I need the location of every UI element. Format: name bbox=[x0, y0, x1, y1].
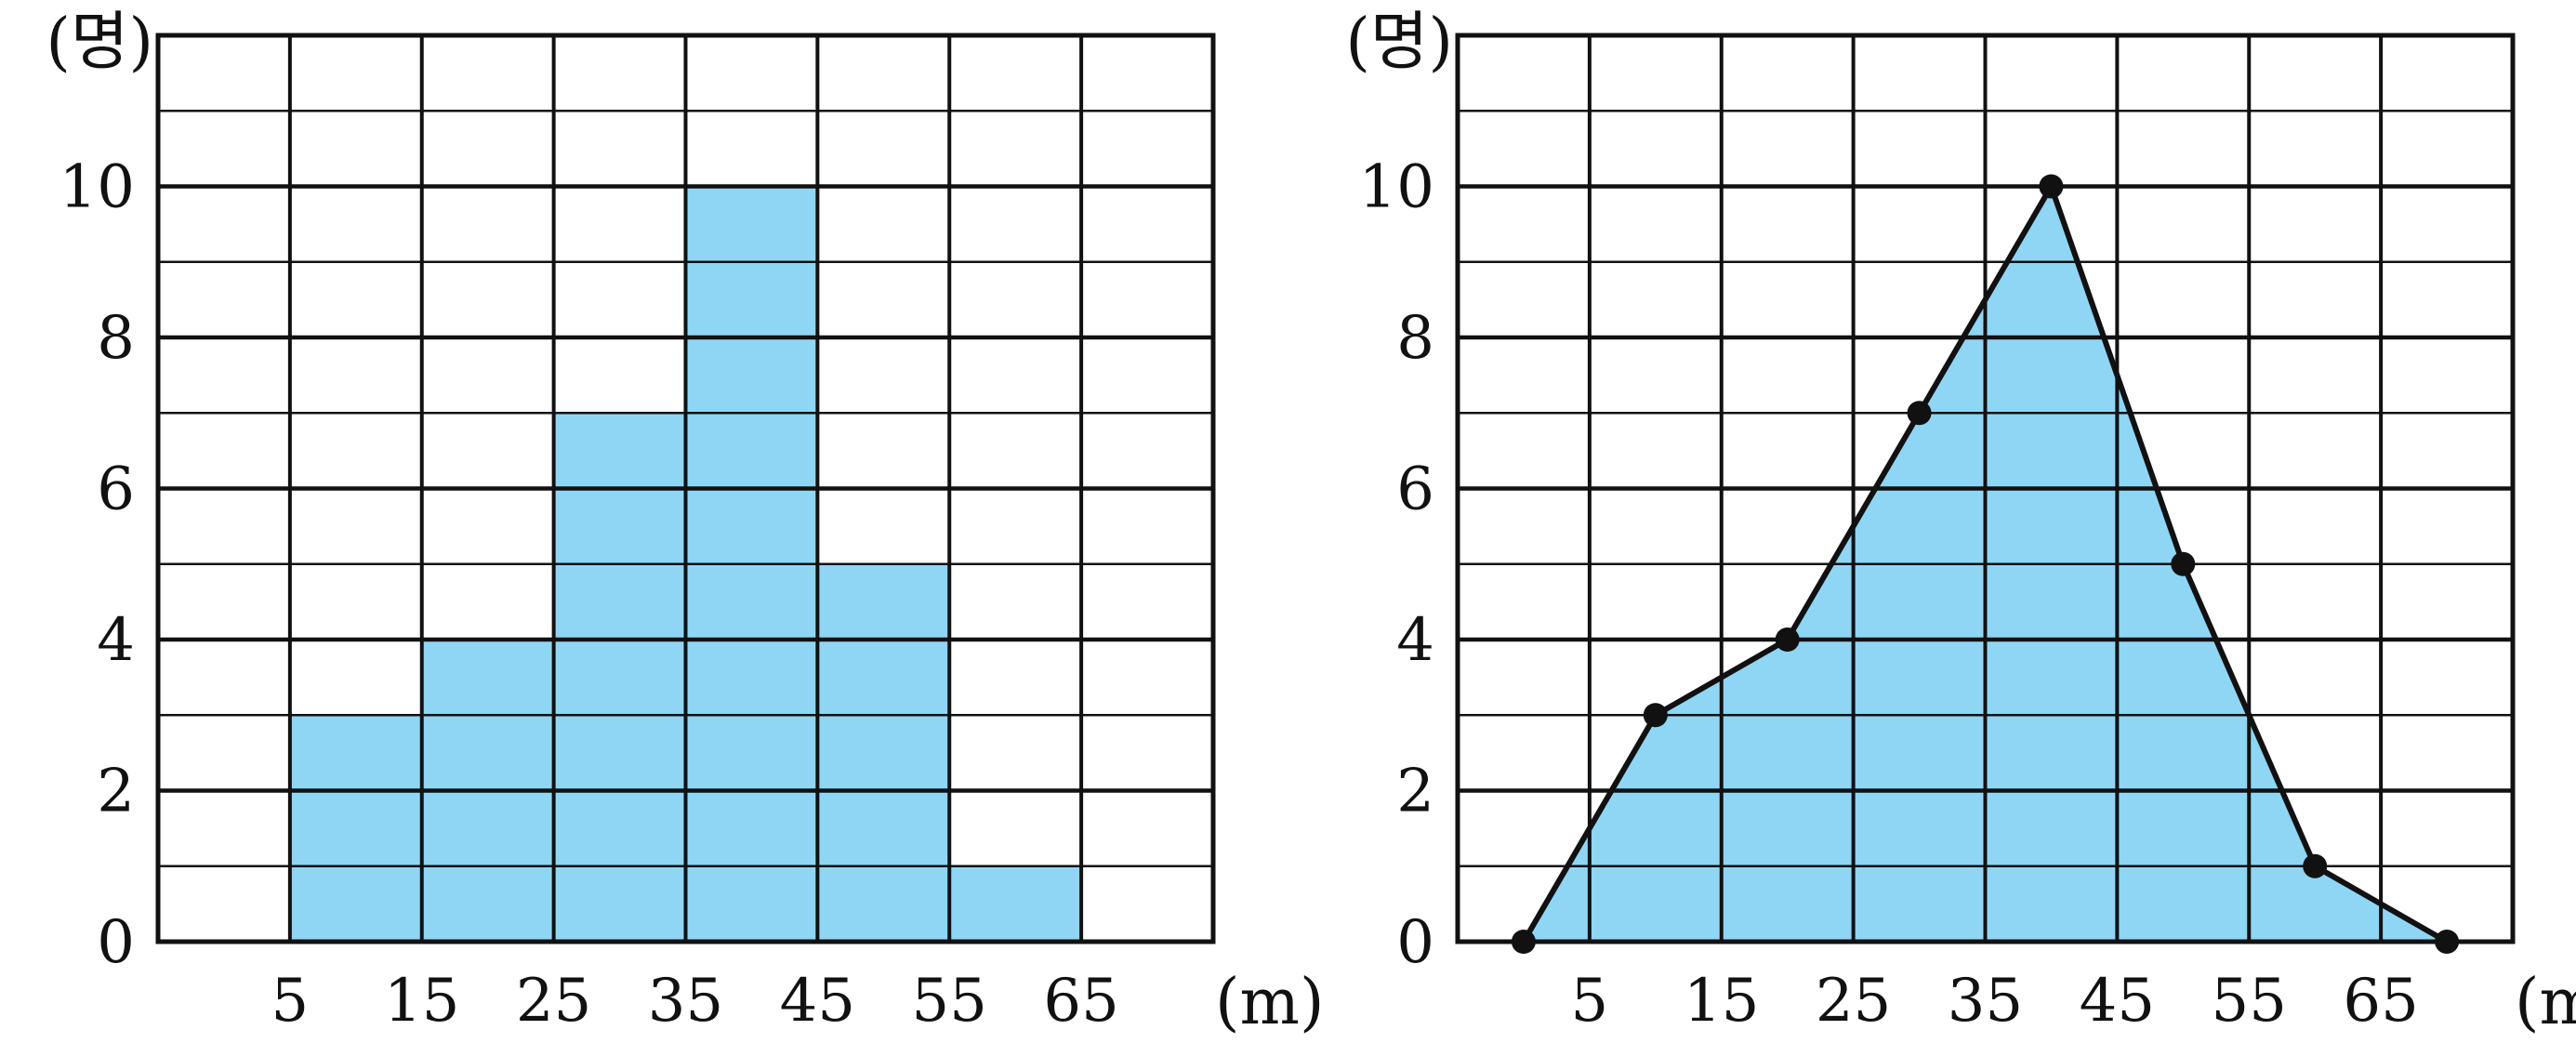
data-point bbox=[2039, 174, 2064, 199]
x-tick-label: 65 bbox=[2343, 967, 2418, 1036]
x-tick-label: 25 bbox=[516, 967, 591, 1036]
y-tick-label: 10 bbox=[1359, 153, 1434, 222]
histogram-bar bbox=[817, 563, 950, 942]
frequency-polygon-chart: 0 2 4 6 8 10 5 15 25 35 45 55 65 (명) (m) bbox=[1345, 6, 2576, 1039]
y-tick-label: 4 bbox=[97, 606, 135, 675]
x-tick-label: 65 bbox=[1043, 967, 1118, 1036]
data-point bbox=[1775, 627, 1800, 652]
data-point bbox=[1643, 703, 1668, 728]
x-tick-label: 55 bbox=[2212, 967, 2287, 1036]
histogram-bar bbox=[553, 413, 686, 942]
x-tick-label: 45 bbox=[2080, 967, 2155, 1036]
y-tick-label: 6 bbox=[97, 455, 135, 524]
y-tick-label: 2 bbox=[97, 758, 135, 826]
plot-frame bbox=[155, 33, 1216, 944]
y-tick-label: 0 bbox=[1396, 908, 1434, 977]
y-tick-label: 8 bbox=[97, 304, 135, 373]
polygon-line bbox=[1521, 183, 2449, 944]
y-tick-label: 2 bbox=[1396, 758, 1434, 826]
plot-frame bbox=[1455, 33, 2516, 944]
x-tick-label: 35 bbox=[1948, 967, 2023, 1036]
y-tick-label: 8 bbox=[1396, 304, 1434, 373]
y-tick-label: 6 bbox=[1396, 455, 1434, 524]
histogram-bar bbox=[949, 865, 1082, 942]
y-tick-label: 4 bbox=[1396, 606, 1434, 675]
x-tick-label: 25 bbox=[1816, 967, 1891, 1036]
x-tick-label: 15 bbox=[1684, 967, 1759, 1036]
x-tick-label: 15 bbox=[384, 967, 459, 1036]
x-axis-label: (m) bbox=[1215, 966, 1325, 1038]
y-tick-label: 0 bbox=[97, 908, 135, 977]
y-axis-label: (명) bbox=[46, 6, 153, 79]
data-point bbox=[2303, 853, 2328, 878]
histogram-chart: 0 2 4 6 8 10 5 15 25 35 45 55 65 (명) (m) bbox=[46, 6, 1325, 1039]
y-axis-label: (명) bbox=[1345, 6, 1453, 79]
histogram-bar bbox=[289, 715, 422, 942]
x-tick-label: 5 bbox=[1571, 967, 1609, 1036]
data-point bbox=[2435, 930, 2460, 954]
x-tick-label: 45 bbox=[780, 967, 855, 1036]
x-tick-label: 5 bbox=[271, 967, 310, 1036]
x-tick-label: 55 bbox=[912, 967, 987, 1036]
y-tick-label: 10 bbox=[59, 153, 135, 222]
x-axis-label: (m) bbox=[2515, 966, 2576, 1038]
data-point bbox=[2171, 551, 2196, 576]
data-point bbox=[1907, 401, 1932, 426]
x-tick-label: 35 bbox=[648, 967, 723, 1036]
data-point bbox=[1511, 930, 1536, 954]
